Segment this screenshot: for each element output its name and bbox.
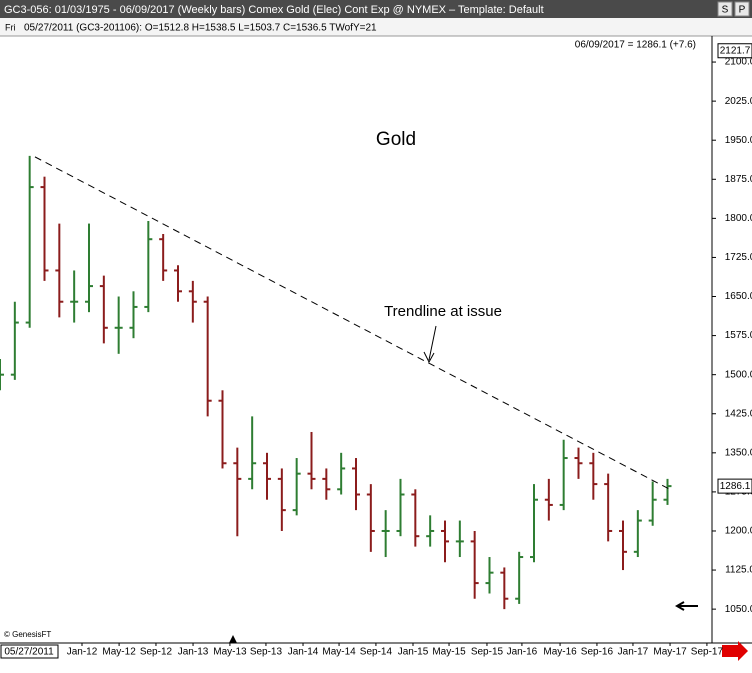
x-tick-label: Sep-13	[250, 647, 283, 658]
info: 05/27/2011 (GC3-201106): O=1512.8 H=1538…	[24, 23, 377, 34]
x-tick-label: May-17	[653, 647, 687, 658]
y-tick-label: 2100.0	[725, 57, 752, 68]
cursor-date: 05/27/2011	[4, 647, 54, 658]
y-tick-label: 1950.0	[725, 135, 752, 146]
last-price-box	[717, 478, 752, 494]
x-tick-label: Sep-12	[140, 647, 173, 658]
source: © GenesisFT	[4, 630, 51, 639]
x-tick-label: Jan-15	[398, 647, 429, 658]
y-tick-label: 1125.0	[725, 565, 752, 576]
x-tick-label: Jan-16	[507, 647, 538, 658]
marker-arrow	[674, 601, 698, 611]
annotation-arrow	[423, 325, 437, 364]
top-value: 2121.7	[720, 45, 751, 56]
trendline	[34, 156, 672, 491]
window-title: GC3-056: 01/03/1975 - 06/09/2017 (Weekly…	[4, 4, 544, 16]
button-label[interactable]: S	[722, 5, 729, 16]
y-tick-label: 1875.0	[725, 174, 752, 185]
x-tick-label: Jan-17	[618, 647, 649, 658]
x-tick-label: May-14	[322, 647, 356, 658]
y-tick-label: 1725.0	[725, 252, 752, 263]
x-tick-label: Sep-16	[581, 647, 614, 658]
marker-arrow	[229, 635, 237, 643]
y-tick-label: 1050.0	[725, 604, 752, 615]
y-tick-label: 1650.0	[725, 291, 752, 302]
scroll-arrow[interactable]	[722, 641, 748, 661]
chart-title: Gold	[376, 129, 416, 150]
button[interactable]	[717, 1, 733, 17]
last-label: 06/09/2017 = 1286.1 (+7.6)	[575, 40, 696, 51]
button[interactable]	[734, 1, 750, 17]
x-tick-label: Sep-14	[360, 647, 393, 658]
y-tick-label: 1350.0	[725, 447, 752, 458]
x-tick-label: May-16	[543, 647, 577, 658]
x-tick-label: Sep-17	[691, 647, 724, 658]
x-tick-label: Sep-15	[471, 647, 504, 658]
y-tick-label: 1500.0	[725, 369, 752, 380]
y-tick-label: 1800.0	[725, 213, 752, 224]
x-tick-label: Jan-14	[288, 647, 319, 658]
info-bar	[0, 18, 752, 36]
last-price: 1286.1	[720, 481, 751, 492]
x-tick-label: Jan-12	[67, 647, 98, 658]
y-tick-label: 1425.0	[725, 408, 752, 419]
x-tick-label: May-15	[432, 647, 466, 658]
button-label[interactable]: P	[739, 5, 746, 16]
y-tick-label: 2025.0	[725, 96, 752, 107]
x-tick-label: May-12	[102, 647, 136, 658]
top-value-box	[717, 43, 752, 59]
day: Fri	[5, 22, 16, 32]
title-bar	[0, 0, 752, 18]
annotation: Trendline at issue	[384, 303, 502, 320]
y-tick-label: 1575.0	[725, 330, 752, 341]
x-tick-label: Jan-13	[178, 647, 209, 658]
cursor-date-box	[0, 644, 59, 659]
y-tick-label: 1200.0	[725, 526, 752, 537]
x-tick-label: May-13	[213, 647, 247, 658]
